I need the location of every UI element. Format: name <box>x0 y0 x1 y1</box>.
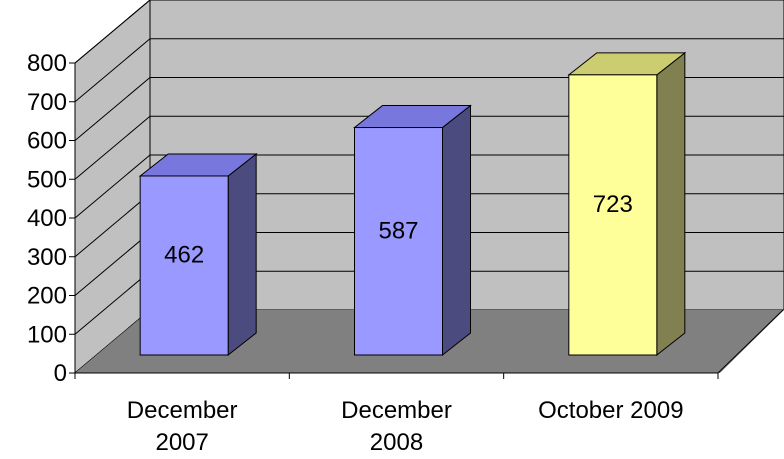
y-tick-label-100: 100 <box>27 321 67 348</box>
x-tick-label-0: December 2007 <box>127 397 238 456</box>
axes <box>69 62 784 379</box>
bars <box>138 51 687 357</box>
bar-side-0 <box>227 152 257 357</box>
data-label-0: 462 <box>164 241 204 268</box>
bar-front-1 <box>354 127 443 356</box>
y-tick-label-600: 600 <box>27 128 67 155</box>
bar-front-0 <box>139 175 229 356</box>
floor-right-edge <box>717 309 784 374</box>
y-tick-label-0: 0 <box>54 360 67 387</box>
bar-2 <box>567 51 687 357</box>
gridline-800 <box>74 0 784 64</box>
bar-side-2 <box>656 51 686 357</box>
bar-1 <box>353 104 472 357</box>
x-tick-label-1: December 2008 <box>341 397 452 456</box>
y-tick-label-200: 200 <box>27 283 67 310</box>
y-tick-label-300: 300 <box>27 244 67 271</box>
bar-0 <box>138 152 258 357</box>
y-tick-label-500: 500 <box>27 166 67 193</box>
x-tick-label-2: October 2009 <box>538 397 683 424</box>
data-label-1: 587 <box>378 217 418 244</box>
bar-side-1 <box>442 104 471 357</box>
gridline-700 <box>74 38 784 103</box>
y-tick-label-700: 700 <box>27 89 67 116</box>
data-label-2: 723 <box>593 191 633 218</box>
labels: 0 100 200 300 400 500 600 700 800 462 587 723 Decemb… <box>27 50 684 456</box>
bar-front-2 <box>568 74 658 356</box>
y-tick-label-400: 400 <box>27 205 67 232</box>
y-tick-label-800: 800 <box>27 50 67 77</box>
